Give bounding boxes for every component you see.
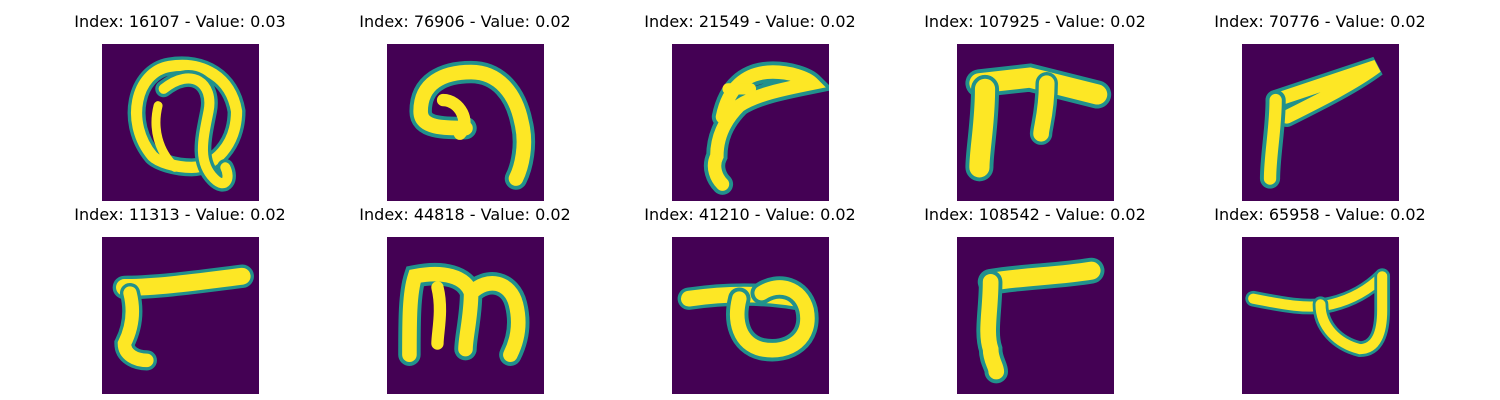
digit-image	[387, 44, 544, 201]
digit-image	[102, 237, 259, 394]
panel-title: Index: 41210 - Value: 0.02	[644, 205, 856, 224]
panel: Index: 65958 - Value: 0.02	[1180, 203, 1460, 394]
panel: Index: 70776 - Value: 0.02	[1180, 10, 1460, 201]
panel-title: Index: 16107 - Value: 0.03	[74, 12, 286, 31]
panel-title: Index: 107925 - Value: 0.02	[924, 12, 1146, 31]
panel: Index: 107925 - Value: 0.02	[895, 10, 1175, 201]
glyph-loop-q	[127, 56, 246, 192]
panel: Index: 21549 - Value: 0.02	[610, 10, 890, 201]
digit-image	[1242, 237, 1399, 394]
panel: Index: 41210 - Value: 0.02	[610, 203, 890, 394]
digit-image	[672, 237, 829, 394]
digit-image	[387, 237, 544, 394]
digit-image	[1242, 44, 1399, 201]
panel: Index: 44818 - Value: 0.02	[325, 203, 605, 394]
panel: Index: 16107 - Value: 0.03	[40, 10, 320, 201]
panel-title: Index: 70776 - Value: 0.02	[1214, 12, 1426, 31]
digit-image	[957, 44, 1114, 201]
panel-title: Index: 44818 - Value: 0.02	[359, 205, 571, 224]
digit-image	[957, 237, 1114, 394]
panel: Index: 11313 - Value: 0.02	[40, 203, 320, 394]
digit-image	[672, 44, 829, 201]
panel-title: Index: 65958 - Value: 0.02	[1214, 205, 1426, 224]
panel-title: Index: 76906 - Value: 0.02	[359, 12, 571, 31]
panel: Index: 76906 - Value: 0.02	[325, 10, 605, 201]
panel-title: Index: 108542 - Value: 0.02	[924, 205, 1146, 224]
panel: Index: 108542 - Value: 0.02	[895, 203, 1175, 394]
panel-title: Index: 11313 - Value: 0.02	[74, 205, 286, 224]
panel-title: Index: 21549 - Value: 0.02	[644, 12, 856, 31]
digit-image	[102, 44, 259, 201]
